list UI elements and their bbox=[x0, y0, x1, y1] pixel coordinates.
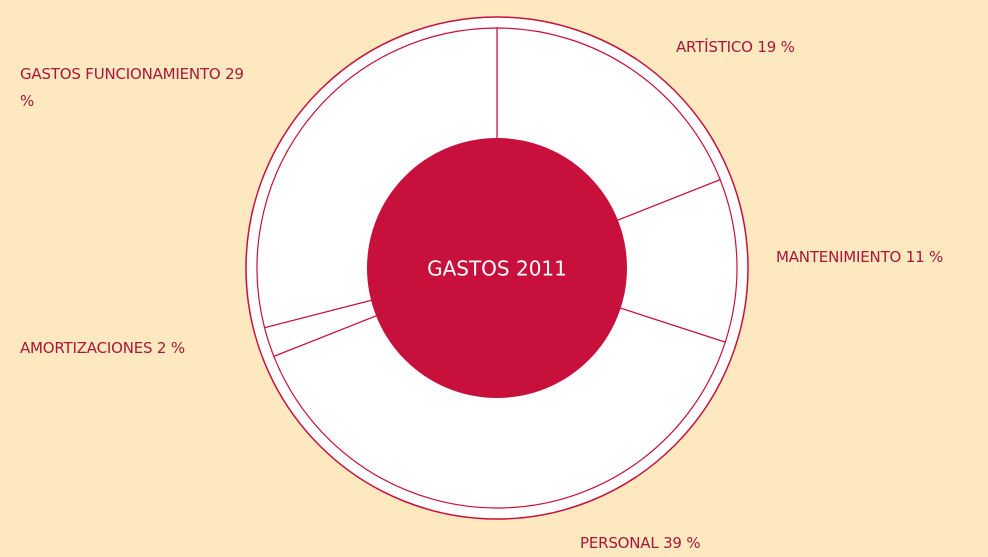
segments bbox=[256, 27, 738, 509]
value-label: 29 % bbox=[20, 65, 244, 110]
segment-label: ARTÍSTICO 19 % bbox=[676, 34, 795, 61]
segment-label: MANTENIMIENTO 11 % bbox=[776, 244, 943, 271]
category-name: ARTÍSTICO bbox=[676, 38, 753, 56]
category-name: MANTENIMIENTO bbox=[776, 248, 902, 266]
value-label: 19 % bbox=[757, 38, 795, 56]
category-name: AMORTIZACIONES bbox=[20, 339, 153, 357]
value-label: 11 % bbox=[905, 248, 944, 266]
segment-label: PERSONAL 39 % bbox=[580, 530, 701, 557]
category-name: PERSONAL bbox=[580, 534, 659, 552]
segment-label: GASTOS FUNCIONAMIENTO 29 % bbox=[20, 61, 255, 115]
value-label: 2 % bbox=[156, 339, 185, 357]
chart-title: GASTOS 2011 bbox=[427, 257, 567, 281]
category-name: GASTOS FUNCIONAMIENTO bbox=[20, 65, 221, 83]
value-label: 39 % bbox=[663, 534, 701, 552]
center-circle bbox=[367, 138, 627, 398]
segment-label: AMORTIZACIONES 2 % bbox=[20, 335, 185, 362]
